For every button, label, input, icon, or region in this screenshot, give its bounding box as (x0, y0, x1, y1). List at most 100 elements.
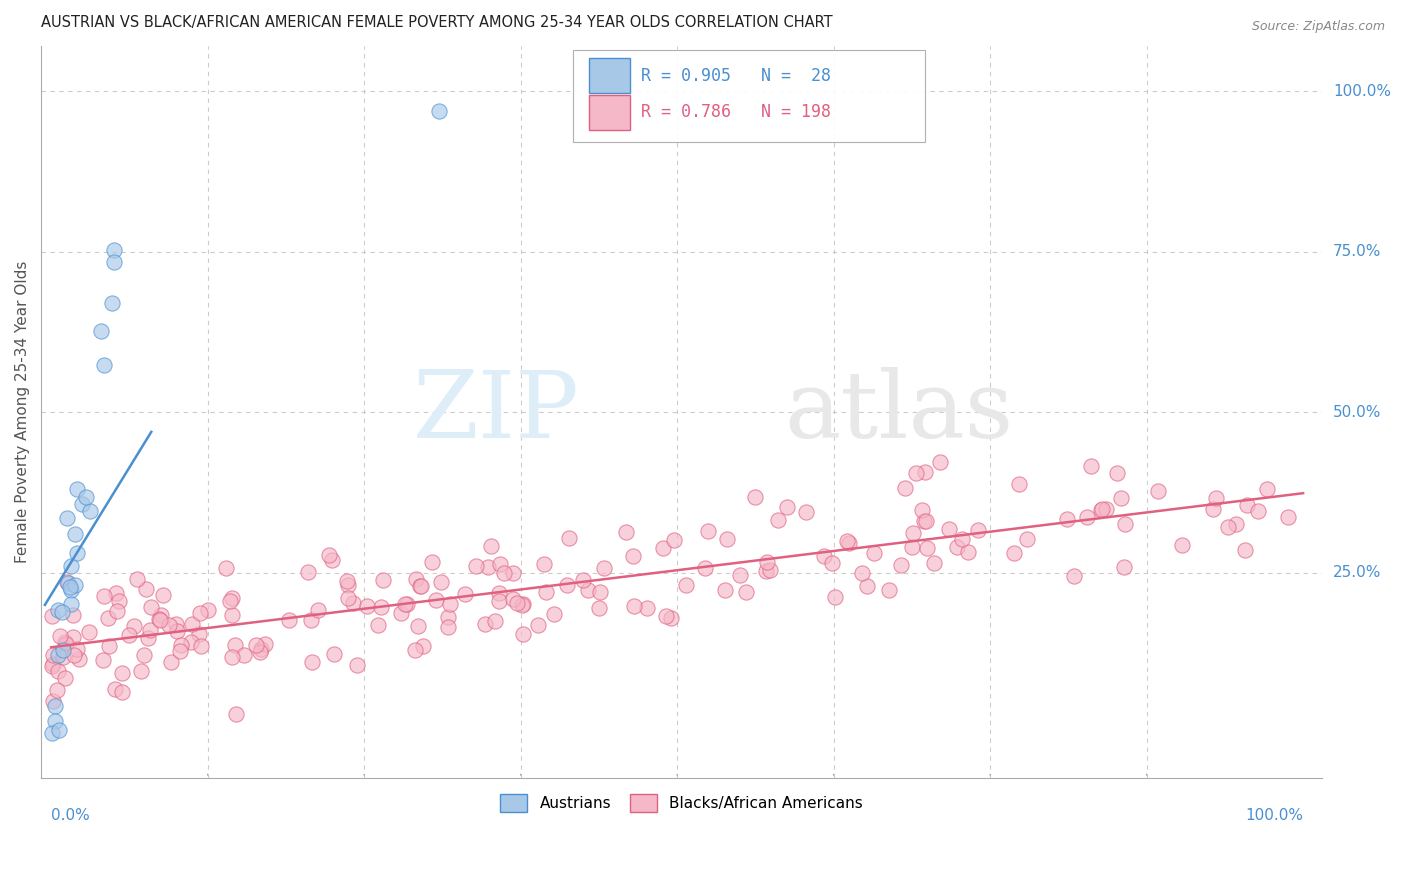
Point (45, 683, 67, 698)
Point (1225, 517, 1247, 532)
Point (132, 648, 155, 662)
Point (52, 642, 75, 657)
Point (1090, 503, 1112, 517)
Point (135, 582, 157, 596)
Point (758, 563, 780, 577)
Point (42, 694, 65, 708)
Point (912, 514, 935, 528)
Point (42, 657, 65, 671)
Point (245, 638, 267, 652)
Point (301, 655, 323, 669)
Point (356, 599, 378, 613)
Point (412, 639, 434, 653)
Point (46, 664, 69, 678)
Point (118, 628, 141, 642)
Point (755, 564, 778, 578)
Point (103, 255, 125, 269)
Point (659, 611, 682, 625)
Point (249, 645, 271, 659)
Point (148, 612, 170, 626)
Point (48, 723, 70, 737)
Point (526, 618, 548, 632)
Point (1205, 491, 1227, 506)
Point (103, 243, 125, 257)
Point (835, 534, 858, 549)
Point (439, 597, 461, 611)
Point (190, 639, 212, 653)
Text: R = 0.786   N = 198: R = 0.786 N = 198 (641, 103, 831, 121)
Text: 100.0%: 100.0% (1246, 808, 1303, 823)
Point (877, 582, 900, 597)
Text: R = 0.905   N =  28: R = 0.905 N = 28 (641, 67, 831, 85)
Point (1109, 491, 1132, 505)
Point (744, 490, 766, 504)
Point (101, 296, 124, 310)
Point (494, 566, 516, 580)
Point (56, 576, 79, 591)
Point (60, 559, 83, 574)
Point (249, 642, 271, 657)
Point (479, 540, 502, 554)
Point (336, 591, 359, 606)
Text: Source: ZipAtlas.com: Source: ZipAtlas.com (1251, 20, 1385, 33)
Point (77, 625, 100, 640)
Point (157, 617, 180, 632)
Point (46, 602, 69, 616)
Point (1277, 509, 1299, 524)
Point (44, 698, 66, 713)
Point (367, 617, 389, 632)
Point (371, 573, 394, 587)
Point (111, 665, 134, 680)
Point (297, 565, 319, 579)
Point (929, 455, 952, 469)
Point (253, 637, 276, 651)
Point (636, 601, 658, 615)
Point (56, 511, 79, 525)
Point (1063, 569, 1085, 583)
Point (922, 557, 945, 571)
Point (60, 583, 83, 598)
Point (166, 624, 188, 639)
Point (139, 600, 162, 615)
Point (623, 549, 645, 564)
Point (107, 594, 129, 608)
Point (336, 578, 359, 592)
Point (52, 649, 75, 664)
Point (502, 591, 524, 606)
Point (664, 533, 686, 548)
Point (299, 613, 322, 627)
Point (766, 513, 789, 527)
Point (75, 490, 97, 504)
Point (396, 597, 419, 611)
Point (821, 557, 844, 571)
Point (56, 575, 79, 590)
Point (60, 597, 83, 611)
Point (181, 617, 204, 632)
Point (221, 591, 243, 605)
Point (63, 527, 86, 541)
Point (97, 639, 120, 653)
Point (901, 540, 924, 554)
Point (915, 541, 938, 555)
Point (576, 582, 599, 597)
Point (105, 586, 128, 600)
Point (914, 514, 936, 528)
Point (716, 532, 738, 546)
Point (1002, 545, 1025, 559)
Point (215, 561, 238, 575)
Point (502, 566, 524, 580)
Point (735, 584, 758, 599)
Point (589, 585, 612, 599)
Point (776, 500, 799, 515)
Point (588, 601, 610, 615)
Point (1015, 532, 1038, 546)
Point (914, 465, 936, 479)
Point (409, 579, 432, 593)
Point (1090, 502, 1112, 516)
Point (1056, 512, 1078, 526)
Point (42, 648, 65, 662)
Point (44, 714, 66, 728)
Point (1236, 498, 1258, 512)
Point (558, 531, 581, 545)
Point (946, 541, 969, 555)
